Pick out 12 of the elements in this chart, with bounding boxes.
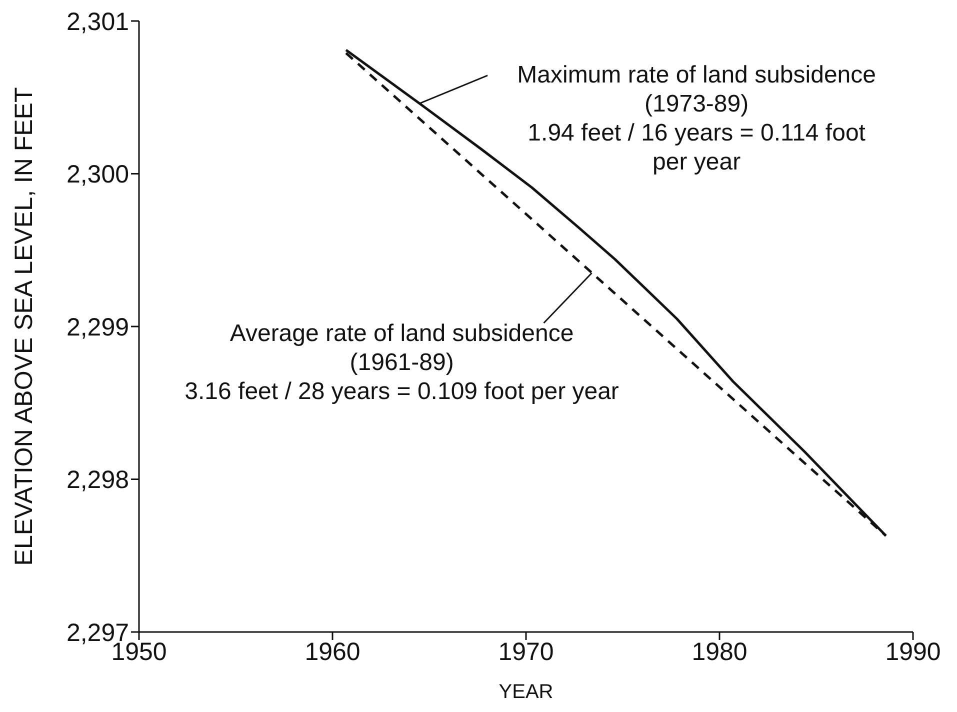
x-tick-label: 1960 (304, 638, 360, 666)
y-tick-label: 2,300 (66, 160, 129, 189)
annotation: Maximum rate of land subsidence (1973-89) 1.94 feet / 16 years = 0.114 foot per year (517, 61, 876, 176)
x-axis-title: YEAR (498, 681, 554, 703)
x-tick-label: 1970 (498, 638, 554, 666)
x-tick-label: 1980 (692, 638, 748, 666)
y-tick-label: 2,298 (66, 466, 129, 494)
y-axis-title: ELEVATION ABOVE SEA LEVEL, IN FEET (10, 87, 38, 566)
x-tick-label: 1990 (885, 638, 941, 666)
annotation: Average rate of land subsidence (1961-89) 3.16 feet / 28 years = 0.109 foot per year (184, 320, 619, 406)
y-tick-label: 2,299 (66, 313, 129, 342)
y-tick-label: 2,301 (66, 8, 129, 36)
